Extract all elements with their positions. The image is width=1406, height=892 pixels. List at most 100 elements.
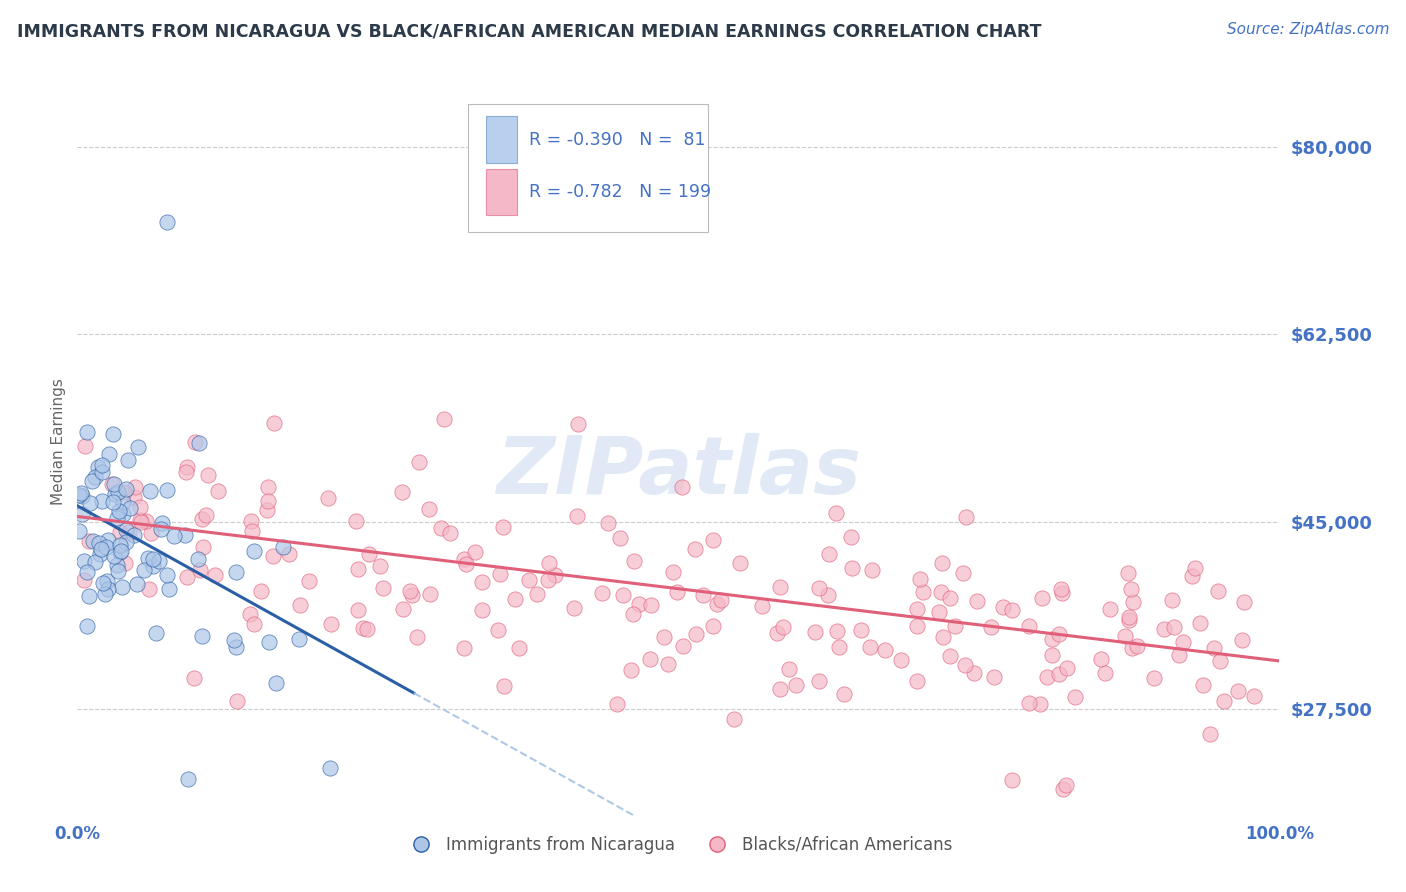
Point	[347, 562, 370, 576]
Point	[1064, 690, 1087, 704]
Point	[115, 482, 138, 496]
Text: ZIPatlas: ZIPatlas	[496, 433, 860, 510]
Point	[191, 512, 214, 526]
Point	[150, 516, 173, 530]
Text: R = -0.782   N = 199: R = -0.782 N = 199	[529, 183, 711, 201]
Point	[1000, 772, 1022, 787]
Point	[486, 623, 509, 637]
Point	[263, 417, 285, 431]
Point	[114, 556, 136, 570]
Point	[1054, 778, 1077, 792]
Point	[191, 629, 214, 643]
Point	[817, 588, 839, 602]
Point	[108, 504, 131, 518]
Point	[702, 619, 724, 633]
Point	[454, 557, 477, 571]
Point	[76, 565, 98, 579]
Point	[890, 653, 912, 667]
Point	[1018, 618, 1040, 632]
Point	[82, 534, 104, 549]
Point	[508, 641, 530, 656]
Point	[1099, 602, 1122, 616]
Point	[1040, 648, 1063, 662]
Point	[591, 586, 613, 600]
Point	[148, 554, 170, 568]
Point	[429, 521, 451, 535]
Point	[156, 215, 179, 229]
Point	[408, 455, 430, 469]
Point	[347, 603, 370, 617]
Point	[240, 514, 263, 528]
Point	[657, 657, 679, 671]
Point	[76, 619, 98, 633]
Point	[1199, 727, 1222, 741]
Text: Source: ZipAtlas.com: Source: ZipAtlas.com	[1226, 22, 1389, 37]
Point	[73, 553, 96, 567]
Point	[371, 581, 394, 595]
Point	[652, 631, 675, 645]
Point	[118, 525, 141, 540]
Point	[122, 490, 145, 504]
Point	[931, 556, 953, 570]
Point	[225, 640, 247, 655]
Point	[623, 554, 645, 568]
Point	[873, 643, 896, 657]
Point	[723, 712, 745, 726]
Point	[111, 580, 134, 594]
Point	[187, 552, 209, 566]
Point	[492, 519, 515, 533]
Point	[105, 511, 128, 525]
Point	[135, 514, 157, 528]
Point	[72, 574, 94, 588]
Point	[433, 412, 456, 426]
Point	[751, 599, 773, 613]
Point	[526, 587, 548, 601]
Point	[567, 508, 589, 523]
Point	[110, 545, 132, 559]
Point	[118, 500, 141, 515]
Point	[665, 584, 688, 599]
Point	[1232, 595, 1254, 609]
Point	[112, 508, 135, 522]
Point	[1119, 582, 1142, 597]
Point	[419, 587, 441, 601]
Point	[391, 485, 413, 500]
Point	[706, 597, 728, 611]
Point	[90, 458, 112, 472]
Point	[190, 563, 212, 577]
Point	[128, 500, 150, 515]
Point	[1206, 584, 1229, 599]
Point	[321, 616, 343, 631]
Point	[567, 417, 589, 431]
Point	[70, 486, 93, 500]
Point	[1118, 613, 1140, 627]
Point	[1160, 592, 1182, 607]
Point	[728, 556, 751, 570]
Point	[612, 588, 634, 602]
Point	[671, 480, 693, 494]
Point	[1243, 689, 1265, 703]
Point	[1171, 635, 1194, 649]
Point	[176, 459, 198, 474]
Point	[398, 583, 420, 598]
Point	[832, 687, 855, 701]
Point	[1208, 654, 1230, 668]
Point	[640, 652, 662, 666]
Point	[1122, 595, 1144, 609]
Point	[197, 468, 219, 483]
Point	[1036, 671, 1059, 685]
Point	[537, 556, 560, 570]
Point	[96, 574, 118, 588]
Point	[1029, 698, 1052, 712]
Point	[939, 591, 962, 605]
Point	[194, 508, 217, 523]
Point	[67, 488, 90, 502]
Point	[766, 626, 789, 640]
Point	[1056, 661, 1078, 675]
Point	[112, 495, 135, 509]
Point	[662, 566, 685, 580]
Point	[785, 678, 807, 692]
Point	[101, 426, 124, 441]
Point	[72, 489, 94, 503]
Point	[1181, 569, 1204, 583]
